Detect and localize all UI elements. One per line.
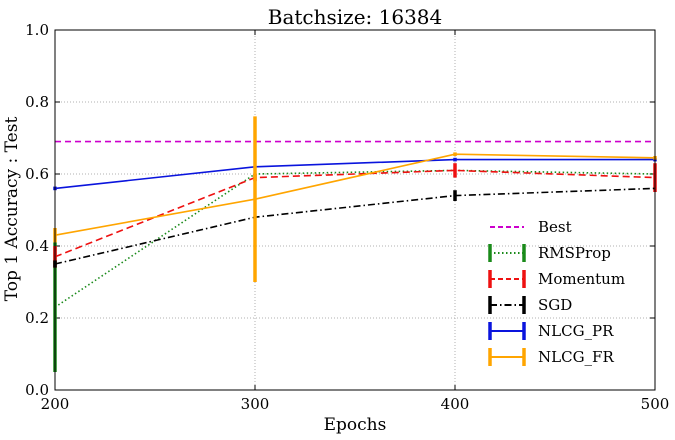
legend-item-nlcg-pr: NLCG_PR xyxy=(488,322,614,340)
y-axis-label: Top 1 Accuracy : Test xyxy=(2,117,22,302)
y-tick-label: 0.8 xyxy=(25,93,49,111)
legend: Best RMSProp Momentum SGD NLCG_PR NLCG_FR xyxy=(488,218,625,366)
y-tick-label: 0.2 xyxy=(25,309,49,327)
x-tick-label: 400 xyxy=(441,395,470,413)
legend-item-momentum: Momentum xyxy=(488,270,625,288)
x-tick-label: 200 xyxy=(41,395,70,413)
y-tick-label: 0.4 xyxy=(25,237,49,255)
x-axis-label: Epochs xyxy=(324,415,387,435)
legend-label: NLCG_FR xyxy=(538,348,614,366)
legend-label: SGD xyxy=(538,296,572,314)
nlcg-pr-line xyxy=(54,158,655,190)
legend-label: Momentum xyxy=(538,270,625,288)
sgd-line xyxy=(54,187,656,265)
y-tick-label: 0.6 xyxy=(25,165,49,183)
y-tick-label: 0.0 xyxy=(25,381,49,399)
nlcg-fr-line xyxy=(54,153,656,236)
legend-item-sgd: SGD xyxy=(488,296,572,314)
legend-item-rmsprop: RMSProp xyxy=(488,244,611,262)
plot-frame xyxy=(54,29,656,391)
legend-item-nlcg-fr: NLCG_FR xyxy=(488,348,614,366)
x-tick-label: 300 xyxy=(241,395,270,413)
legend-label: RMSProp xyxy=(538,244,611,262)
legend-item-best: Best xyxy=(490,218,572,236)
y-tick-label: 1.0 xyxy=(25,21,49,39)
x-tick-label: 500 xyxy=(641,395,670,413)
chart-title: Batchsize: 16384 xyxy=(268,5,443,29)
legend-label: Best xyxy=(538,218,572,236)
legend-label: NLCG_PR xyxy=(538,322,614,340)
